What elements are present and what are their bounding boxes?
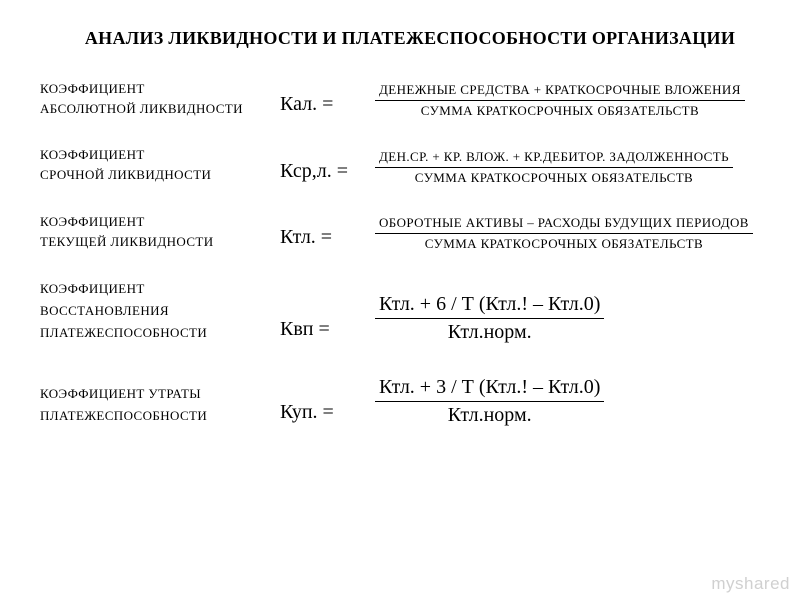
- coefficient-label: КОЭФФИЦИЕНТ СРОЧНОЙ ЛИКВИДНОСТИ: [40, 145, 280, 185]
- document-page: АНАЛИЗ ЛИКВИДНОСТИ И ПЛАТЕЖЕСПОСОБНОСТИ …: [0, 0, 800, 427]
- watermark-text: shared: [735, 574, 790, 593]
- denominator: СУММА КРАТКОСРОЧНЫХ ОБЯЗАТЕЛЬСТВ: [375, 233, 753, 252]
- coefficient-label: КОЭФФИЦИЕНТ ТЕКУЩЕЙ ЛИКВИДНОСТИ: [40, 212, 280, 252]
- label-line: ПЛАТЕЖЕСПОСОБНОСТИ: [40, 322, 280, 344]
- denominator: СУММА КРАТКОСРОЧНЫХ ОБЯЗАТЕЛЬСТВ: [375, 167, 733, 186]
- label-line: ПЛАТЕЖЕСПОСОБНОСТИ: [40, 405, 280, 427]
- numerator: ДЕНЕЖНЫЕ СРЕДСТВА + КРАТКОСРОЧНЫЕ ВЛОЖЕН…: [375, 82, 745, 100]
- numerator: Ктл. + 3 / Т (Ктл.! – Ктл.0): [375, 376, 604, 401]
- fraction: ДЕНЕЖНЫЕ СРЕДСТВА + КРАТКОСРОЧНЫЕ ВЛОЖЕН…: [375, 82, 745, 119]
- denominator: Ктл.норм.: [375, 318, 604, 344]
- coefficient-symbol: Квп =: [280, 318, 375, 344]
- numerator: Ктл. + 6 / Т (Ктл.! – Ктл.0): [375, 293, 604, 318]
- label-line: КОЭФФИЦИЕНТ: [40, 79, 280, 99]
- coefficient-symbol: Кал. =: [280, 93, 375, 119]
- fraction: ОБОРОТНЫЕ АКТИВЫ – РАСХОДЫ БУДУЩИХ ПЕРИО…: [375, 215, 753, 252]
- label-line: КОЭФФИЦИЕНТ: [40, 278, 280, 300]
- watermark-prefix: my: [711, 574, 735, 593]
- fraction: Ктл. + 3 / Т (Ктл.! – Ктл.0) Ктл.норм.: [375, 376, 604, 427]
- coefficient-label: КОЭФФИЦИЕНТ АБСОЛЮТНОЙ ЛИКВИДНОСТИ: [40, 79, 280, 119]
- label-line: ВОССТАНОВЛЕНИЯ: [40, 300, 280, 322]
- page-title: АНАЛИЗ ЛИКВИДНОСТИ И ПЛАТЕЖЕСПОСОБНОСТИ …: [60, 28, 760, 49]
- coefficient-symbol: Куп. =: [280, 401, 375, 427]
- label-line: КОЭФФИЦИЕНТ: [40, 145, 280, 165]
- formula-row-solvency-recovery: КОЭФФИЦИЕНТ ВОССТАНОВЛЕНИЯ ПЛАТЕЖЕСПОСОБ…: [40, 278, 760, 344]
- label-line: ТЕКУЩЕЙ ЛИКВИДНОСТИ: [40, 232, 280, 252]
- coefficient-label: КОЭФФИЦИЕНТ УТРАТЫ ПЛАТЕЖЕСПОСОБНОСТИ: [40, 383, 280, 427]
- numerator: ОБОРОТНЫЕ АКТИВЫ – РАСХОДЫ БУДУЩИХ ПЕРИО…: [375, 215, 753, 233]
- label-line: КОЭФФИЦИЕНТ: [40, 212, 280, 232]
- label-line: АБСОЛЮТНОЙ ЛИКВИДНОСТИ: [40, 99, 280, 119]
- watermark: myshared: [711, 574, 790, 594]
- denominator: СУММА КРАТКОСРОЧНЫХ ОБЯЗАТЕЛЬСТВ: [375, 100, 745, 119]
- fraction: ДЕН.СР. + КР. ВЛОЖ. + КР.ДЕБИТОР. ЗАДОЛЖ…: [375, 149, 733, 186]
- label-line: СРОЧНОЙ ЛИКВИДНОСТИ: [40, 165, 280, 185]
- formula-row-solvency-loss: КОЭФФИЦИЕНТ УТРАТЫ ПЛАТЕЖЕСПОСОБНОСТИ Ку…: [40, 376, 760, 427]
- fraction: Ктл. + 6 / Т (Ктл.! – Ктл.0) Ктл.норм.: [375, 293, 604, 344]
- coefficient-label: КОЭФФИЦИЕНТ ВОССТАНОВЛЕНИЯ ПЛАТЕЖЕСПОСОБ…: [40, 278, 280, 344]
- formula-row-quick-liquidity: КОЭФФИЦИЕНТ СРОЧНОЙ ЛИКВИДНОСТИ Кср,л. =…: [40, 145, 760, 185]
- label-line: КОЭФФИЦИЕНТ УТРАТЫ: [40, 383, 280, 405]
- formula-row-current-liquidity: КОЭФФИЦИЕНТ ТЕКУЩЕЙ ЛИКВИДНОСТИ Ктл. = О…: [40, 212, 760, 252]
- denominator: Ктл.норм.: [375, 401, 604, 427]
- formula-row-absolute-liquidity: КОЭФФИЦИЕНТ АБСОЛЮТНОЙ ЛИКВИДНОСТИ Кал. …: [40, 79, 760, 119]
- coefficient-symbol: Ктл. =: [280, 226, 375, 252]
- coefficient-symbol: Кср,л. =: [280, 160, 375, 186]
- numerator: ДЕН.СР. + КР. ВЛОЖ. + КР.ДЕБИТОР. ЗАДОЛЖ…: [375, 149, 733, 167]
